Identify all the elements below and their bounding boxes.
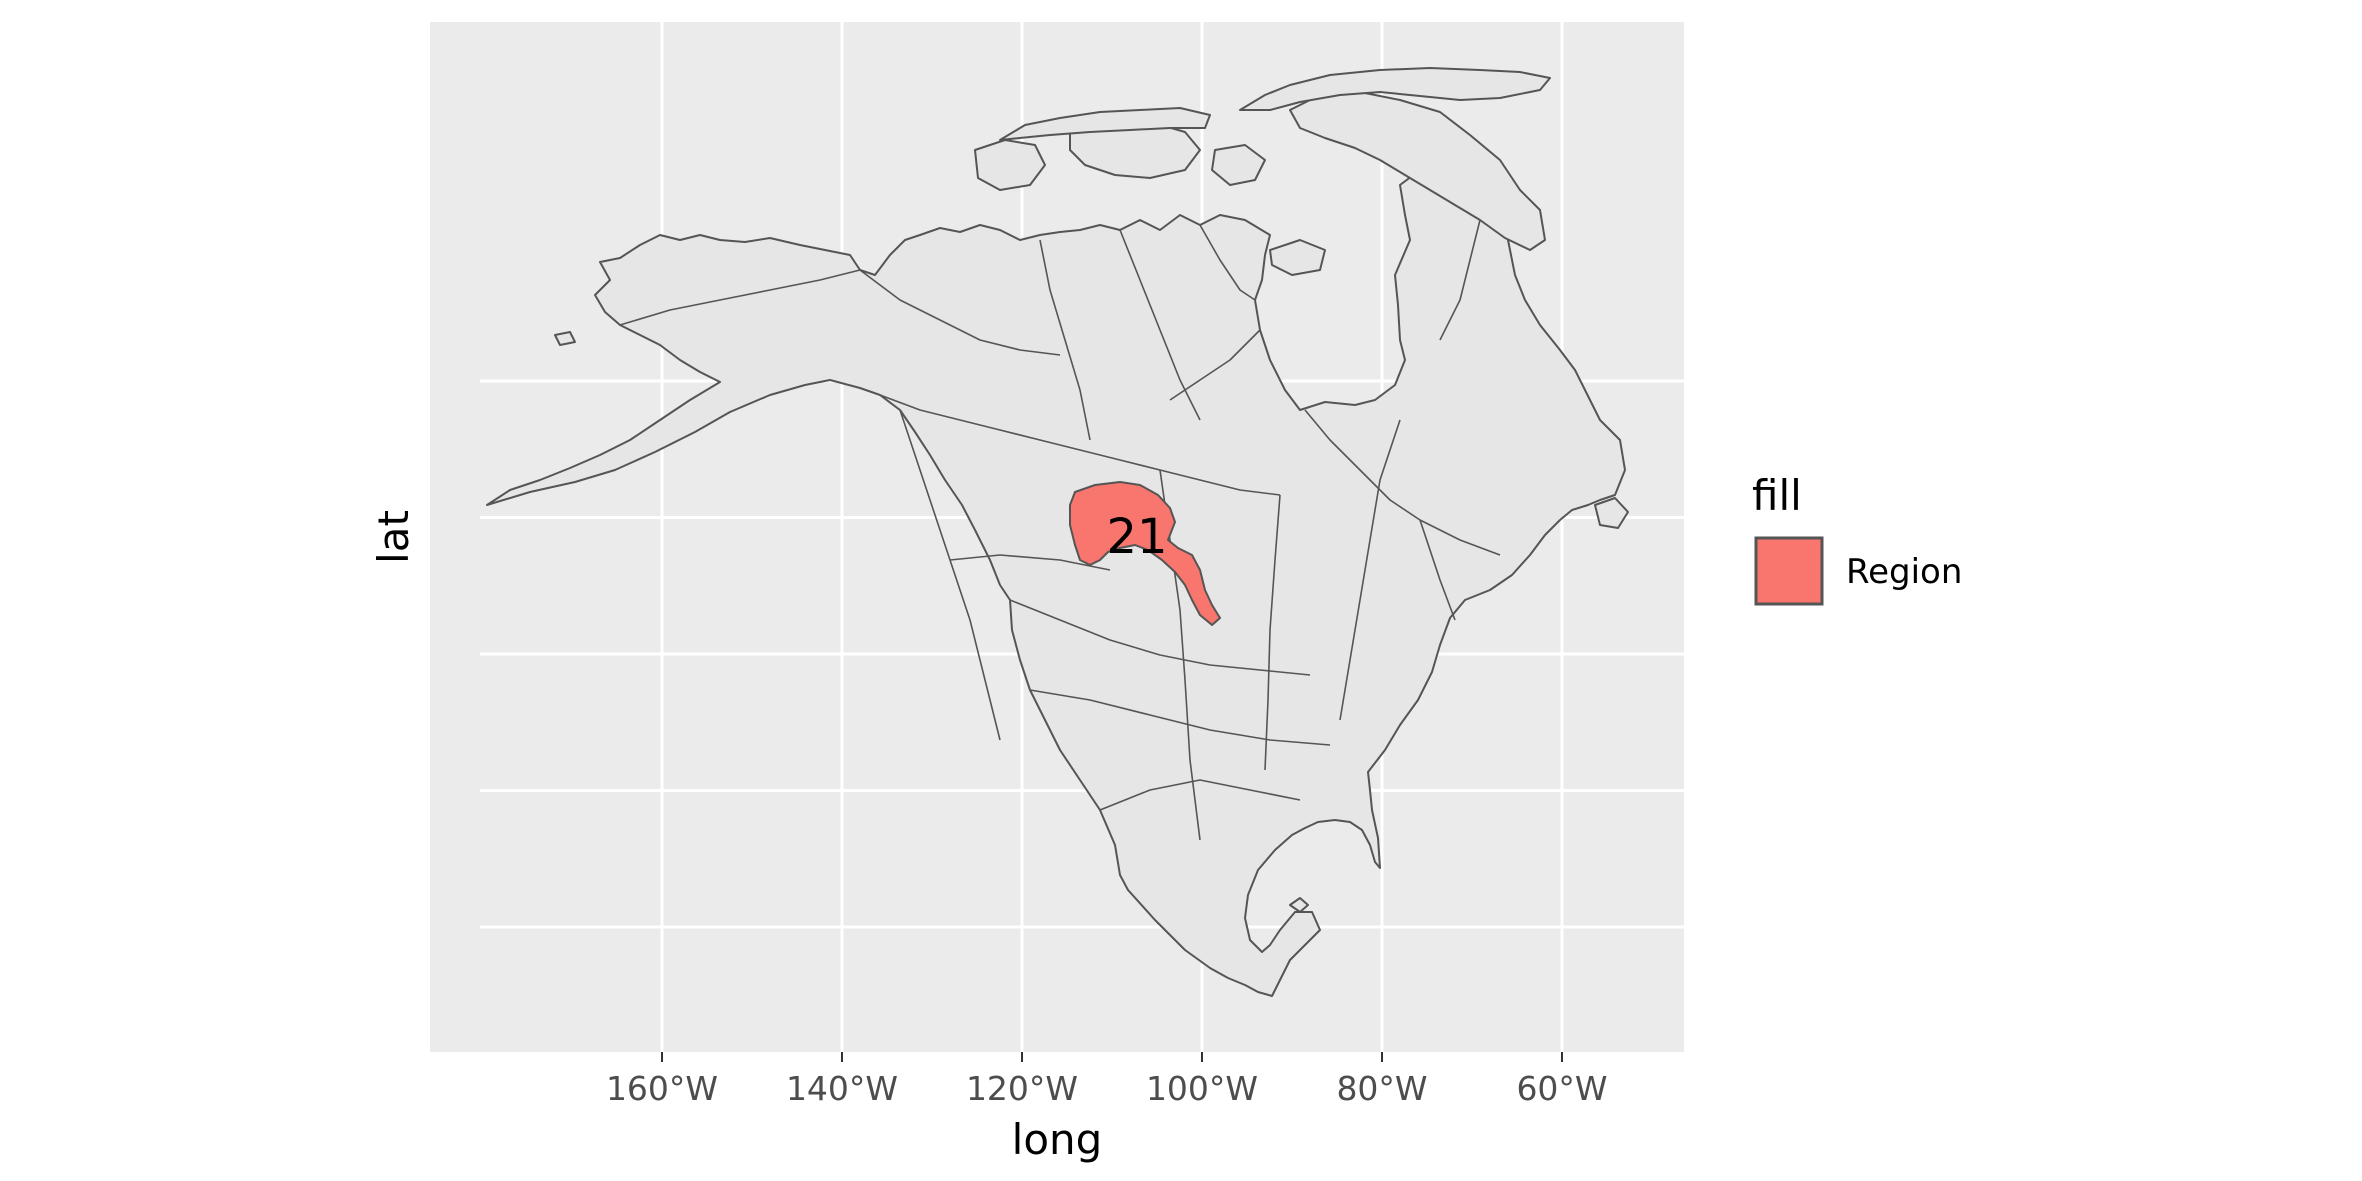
legend-title: fill: [1752, 471, 1802, 520]
southampton-island: [1269, 239, 1326, 276]
highlighted-region-21: [1069, 481, 1221, 626]
legend-key-region: [1754, 536, 1824, 606]
x-tick-label: 100°W: [1146, 1069, 1258, 1108]
x-axis-ticks: 160°W 140°W 120°W 100°W 80°W 60°W: [606, 1052, 1608, 1108]
newfoundland: [1594, 497, 1629, 529]
aleutian-island: [554, 331, 576, 346]
x-axis-title: long: [1012, 1115, 1103, 1164]
x-tick-label: 120°W: [966, 1069, 1078, 1108]
banks-island: [974, 139, 1046, 191]
x-tick-label: 160°W: [606, 1069, 718, 1108]
somerset-island: [1211, 144, 1266, 186]
region-label-21: 21: [1106, 509, 1167, 565]
x-tick-label: 80°W: [1336, 1069, 1427, 1108]
legend-label-region: Region: [1846, 552, 1962, 592]
ellesmere-island: [1239, 67, 1551, 111]
mainland-outline: [486, 169, 1626, 997]
baffin-island: [1289, 91, 1546, 251]
x-tick-label: 60°W: [1516, 1069, 1607, 1108]
x-tick-label: 140°W: [786, 1069, 898, 1108]
legend: fill Region: [1752, 471, 1962, 606]
cuba: [1289, 897, 1309, 913]
queen-elizabeth-islands: [999, 107, 1211, 141]
north-america-landmass: [486, 67, 1629, 997]
y-axis-title: lat: [369, 510, 418, 564]
